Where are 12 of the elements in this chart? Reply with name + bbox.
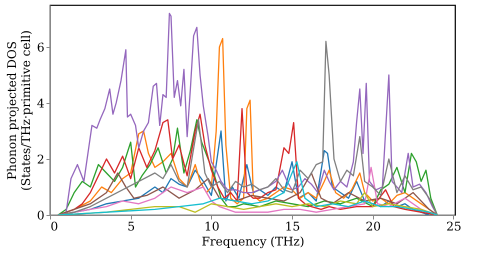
y-axis-title: Phonon projected DOS (States/THz·primitive cell)	[4, 30, 33, 191]
x-tick-label: 5	[127, 220, 135, 234]
x-tick-label: 20	[366, 220, 381, 234]
y-tick-label: 2	[36, 152, 44, 166]
x-axis-title: Frequency (THz)	[202, 234, 304, 248]
x-tick-label: 0	[50, 220, 58, 234]
y-tick-label: 6	[36, 40, 44, 54]
x-tick-label: 25	[446, 220, 462, 234]
y-tick-label: 0	[36, 208, 44, 222]
x-tick-label: 15	[284, 220, 300, 234]
y-tick-label: 4	[36, 96, 45, 110]
x-tick-label: 10	[204, 220, 220, 234]
